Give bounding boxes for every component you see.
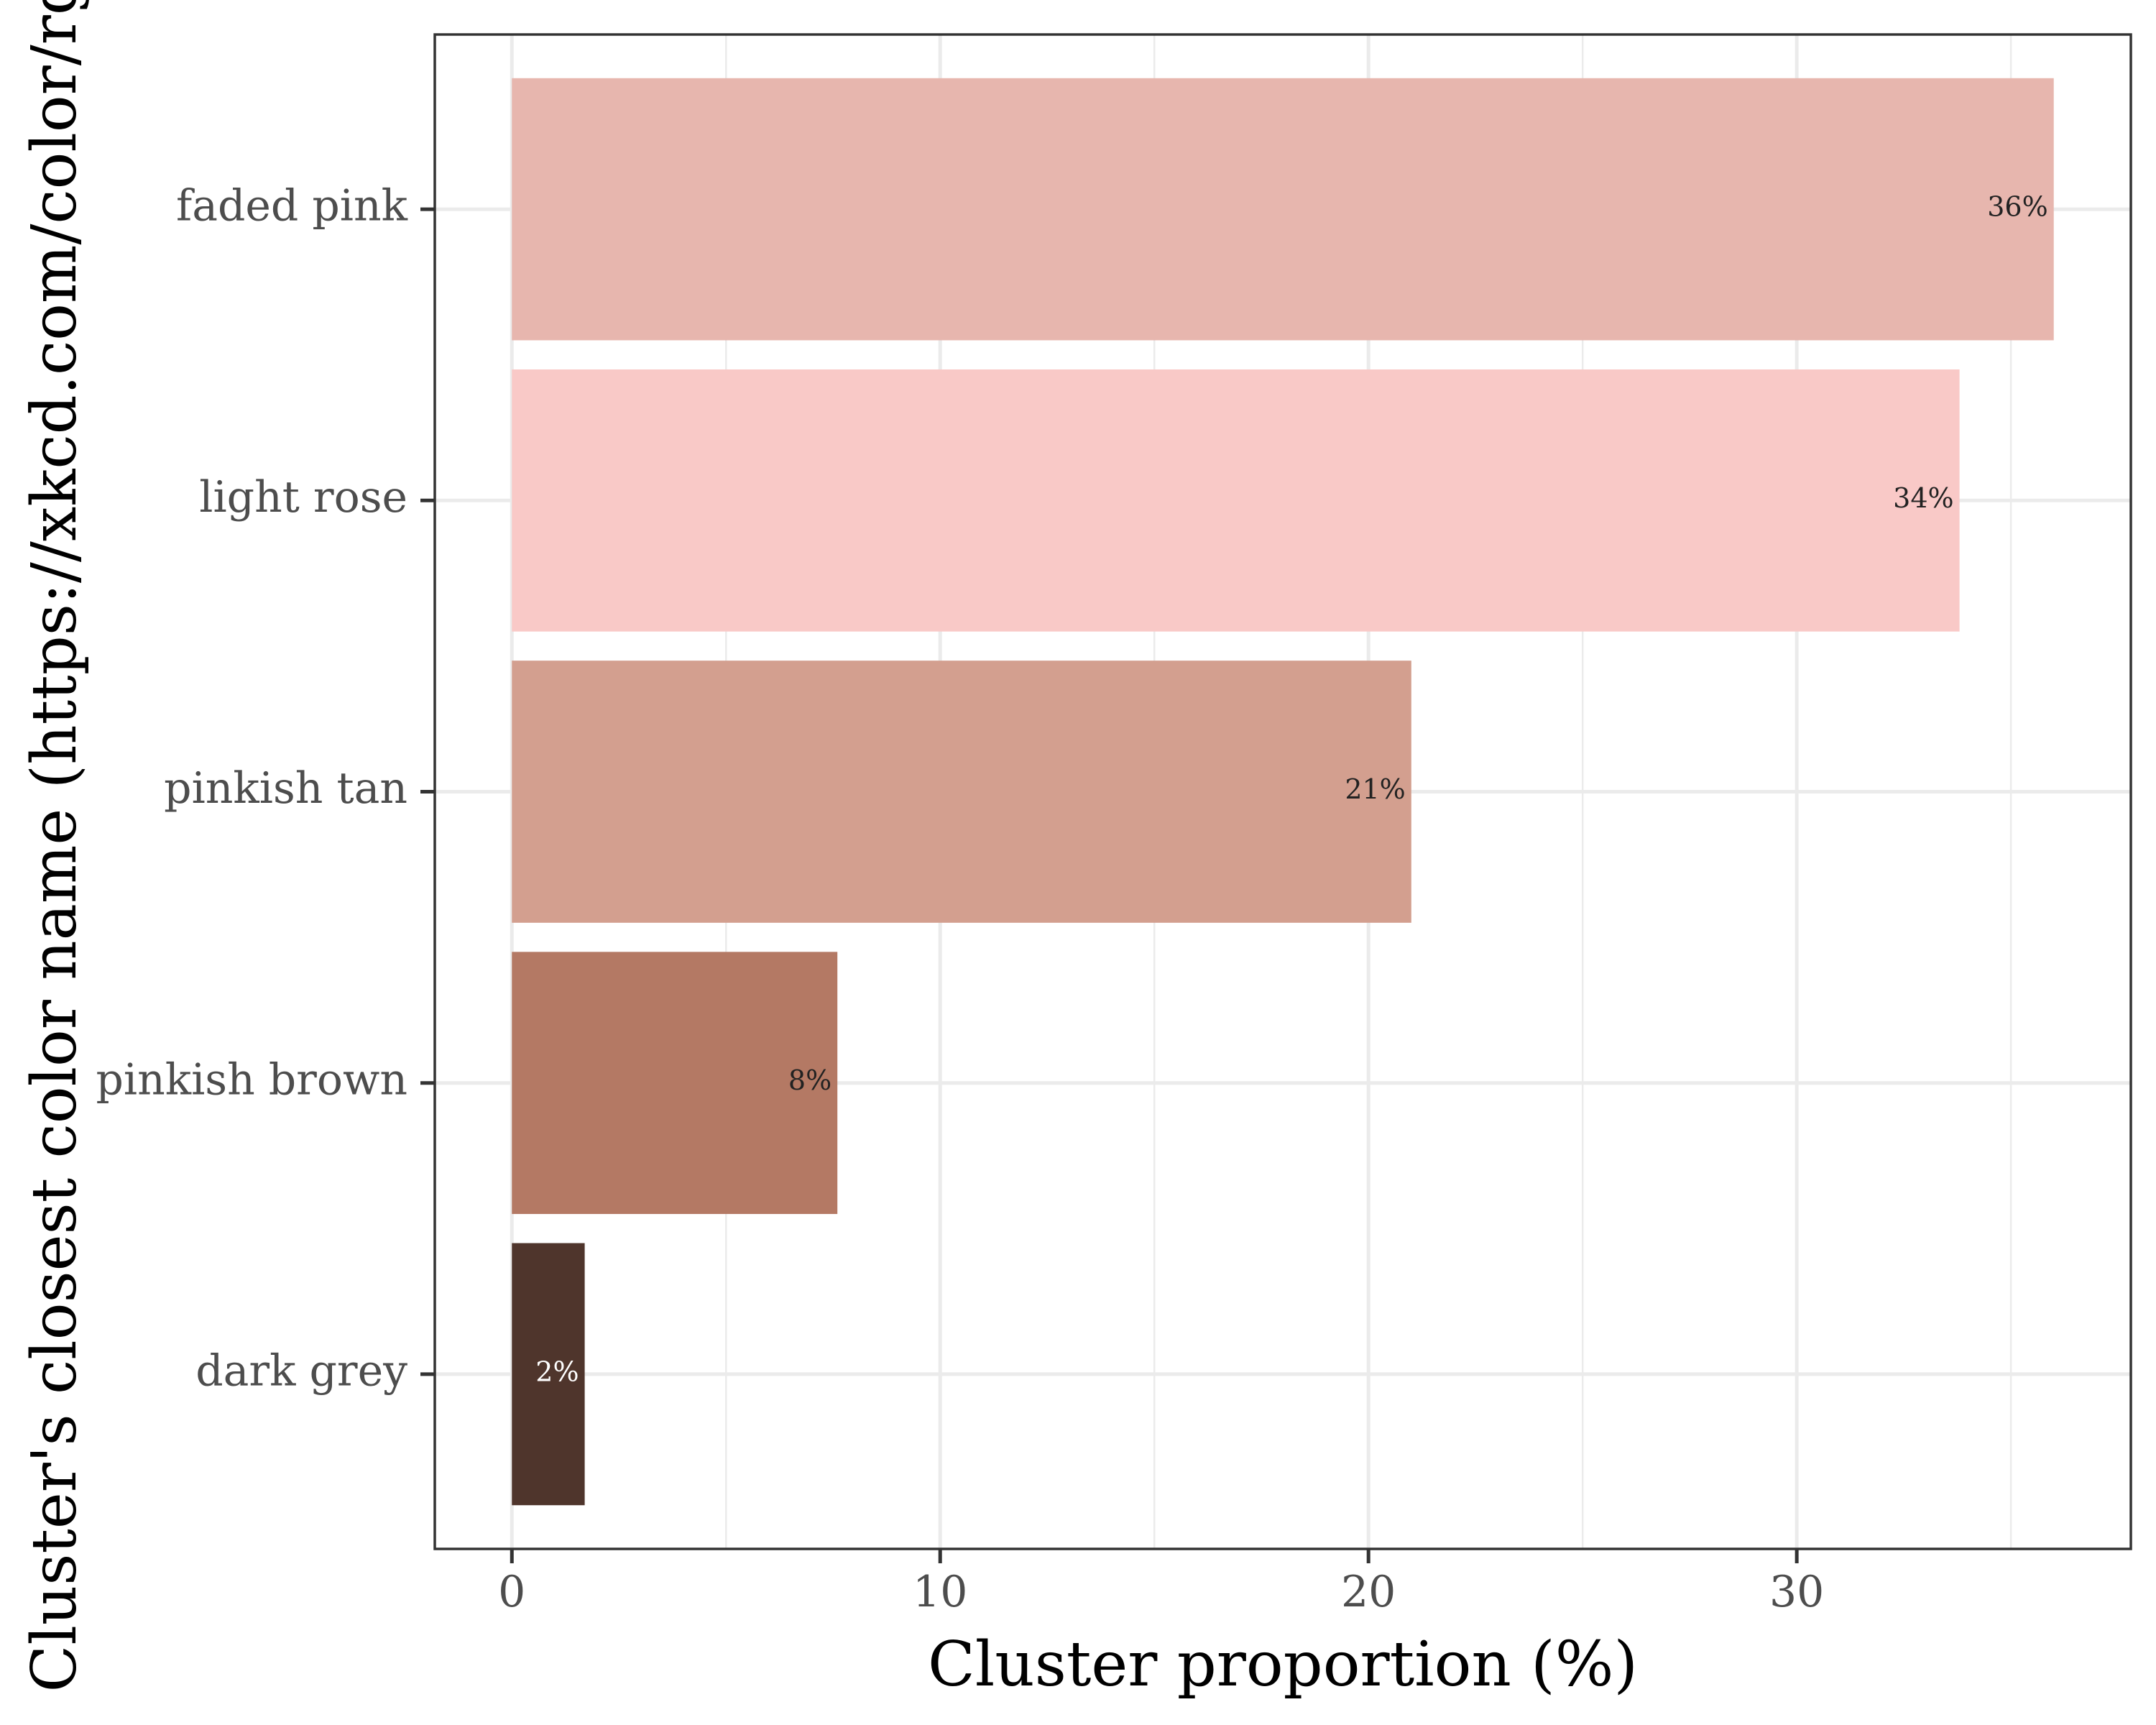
bar-value-label: 8% <box>788 1064 831 1096</box>
bars <box>512 78 2054 1506</box>
bar-pinkish-tan <box>512 661 1411 923</box>
x-axis-title: Cluster proportion (%) <box>928 1629 1638 1701</box>
x-tick-label: 10 <box>913 1567 967 1617</box>
bar-value-label: 34% <box>1893 482 1953 514</box>
y-tick-label: dark grey <box>195 1346 407 1396</box>
bar-labels: 36% 34% 21% 8% 2% <box>535 191 2047 1388</box>
y-tick-label: pinkish tan <box>164 763 407 814</box>
bar-light-rose <box>512 369 1960 632</box>
x-tick-label: 20 <box>1341 1567 1396 1617</box>
bar-pinkish-brown <box>512 952 838 1215</box>
bar-faded-pink <box>512 78 2054 341</box>
x-tick-label: 0 <box>498 1567 525 1617</box>
bar-dark-grey <box>512 1243 585 1506</box>
y-tick-label: pinkish brown <box>96 1054 407 1105</box>
x-tick-label: 30 <box>1769 1567 1824 1617</box>
axes: faded pink light rose pinkish tan pinkish b… <box>96 181 1824 1617</box>
y-tick-label: light rose <box>199 472 407 523</box>
bar-value-label: 21% <box>1345 773 1405 805</box>
bar-value-label: 36% <box>1987 191 2047 223</box>
bar-value-label: 2% <box>535 1356 579 1387</box>
y-tick-label: faded pink <box>176 181 408 231</box>
y-axis-title: Cluster's closest color name (https://xk… <box>19 0 91 1692</box>
